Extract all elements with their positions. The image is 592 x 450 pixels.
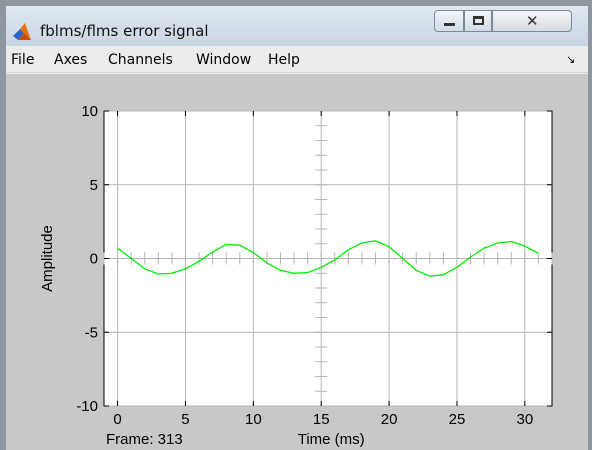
error-signal-line — [117, 240, 539, 277]
window-title: fblms/flms error signal — [40, 22, 209, 40]
x-tick-label: 15 — [313, 411, 330, 428]
y-tick-label: -5 — [85, 324, 98, 341]
close-button[interactable]: ✕ — [492, 10, 572, 32]
y-tick-label: 0 — [90, 251, 98, 268]
minimize-icon — [444, 23, 455, 26]
menu-axes[interactable]: Axes — [54, 52, 88, 68]
y-axis-label: Amplitude — [39, 225, 56, 292]
maximize-icon — [473, 16, 484, 25]
maximize-button[interactable] — [464, 10, 492, 32]
x-tick-label: 5 — [181, 411, 189, 428]
y-tick-label: 10 — [81, 103, 98, 120]
minimize-button[interactable] — [434, 10, 464, 32]
figure-area: 0 5 10 15 20 25 30 -10 -5 0 5 10 Time (ms) Amplitude F… — [6, 74, 588, 450]
close-icon: ✕ — [526, 12, 539, 30]
figure-window: fblms/flms error signal ✕ File Axes Chan… — [6, 6, 588, 450]
x-tick-label: 30 — [517, 411, 534, 428]
title-bar[interactable]: fblms/flms error signal ✕ — [6, 6, 588, 46]
x-tick-label: 25 — [449, 411, 466, 428]
menu-bar: File Axes Channels Window Help ↘ — [6, 48, 588, 73]
frame-counter: Frame: 313 — [106, 431, 183, 448]
matlab-logo-icon — [13, 23, 31, 40]
x-axis-label: Time (ms) — [298, 431, 365, 448]
y-tick-label: 5 — [90, 177, 98, 194]
y-tick-label: -10 — [76, 398, 98, 415]
menu-window[interactable]: Window — [196, 52, 252, 68]
dock-arrow-icon[interactable]: ↘ — [566, 53, 576, 66]
menu-channels[interactable]: Channels — [108, 52, 173, 68]
menu-help[interactable]: Help — [268, 52, 300, 68]
x-tick-label: 0 — [113, 411, 121, 428]
x-tick-label: 10 — [245, 411, 262, 428]
error-signal-plot[interactable]: 0 5 10 15 20 25 30 -10 -5 0 5 10 Time (ms) Amplitude F… — [6, 74, 588, 450]
x-tick-label: 20 — [381, 411, 398, 428]
menu-file[interactable]: File — [11, 52, 35, 68]
